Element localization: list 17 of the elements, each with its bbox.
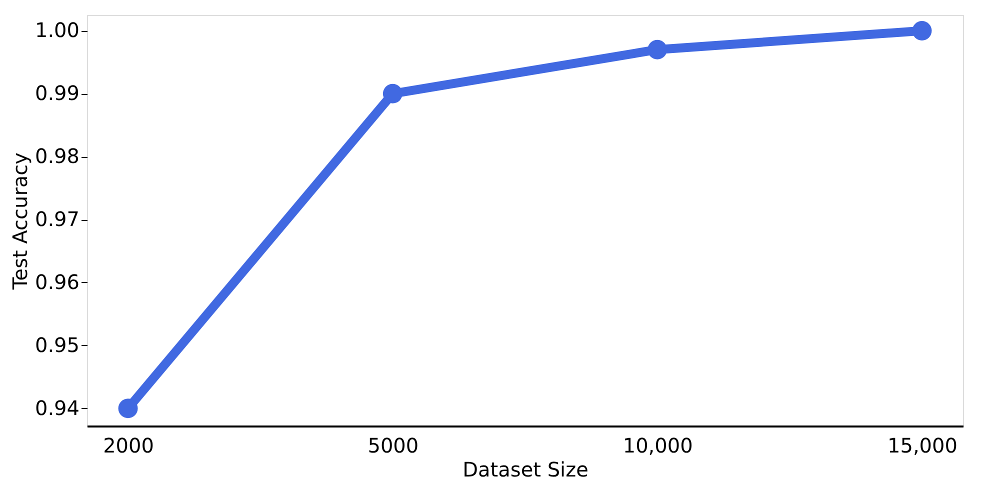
point [382, 84, 402, 104]
y-tick-label: 1.00 [34, 18, 80, 42]
y-tick-label: 0.98 [34, 144, 80, 168]
x-tick-label: 15,000 [887, 434, 958, 458]
x-tick-label: 10,000 [622, 434, 693, 458]
x-tick-label: 2000 [103, 434, 154, 458]
point [648, 40, 668, 60]
x-axis-title: Dataset Size [462, 458, 588, 482]
point [912, 21, 932, 40]
y-tick-label: 0.99 [34, 81, 80, 106]
y-tick-label: 0.95 [34, 332, 80, 357]
y-tick-label: 0.97 [34, 207, 80, 232]
x-tick-label: 5000 [368, 434, 419, 458]
point [118, 398, 138, 418]
y-tick-label: 0.94 [34, 396, 80, 420]
y-axis-title: Test Accuracy [8, 152, 32, 291]
y-tick-label: 0.96 [34, 270, 80, 294]
